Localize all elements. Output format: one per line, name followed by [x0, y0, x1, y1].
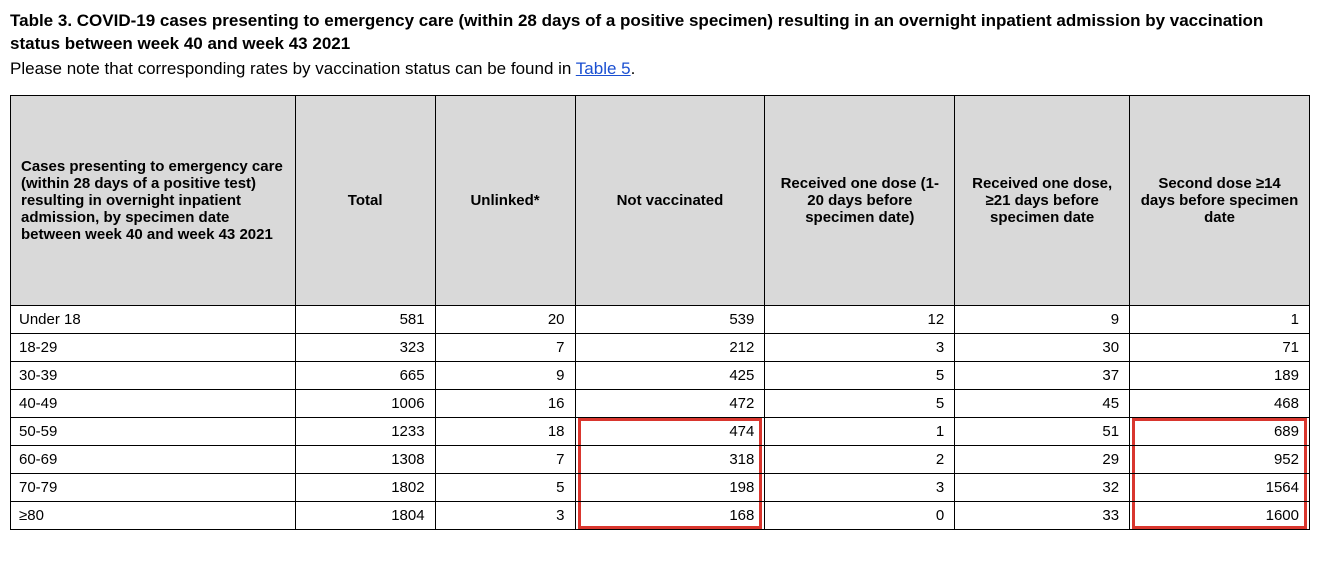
row-label: 30-39: [11, 361, 296, 389]
data-cell: 1804: [295, 501, 435, 529]
data-cell: 323: [295, 333, 435, 361]
highlight-box: [578, 446, 763, 473]
subnote-prefix: Please note that corresponding rates by …: [10, 59, 576, 78]
table-wrapper: Cases presenting to emergency care (with…: [10, 95, 1310, 530]
data-cell: 7: [435, 333, 575, 361]
data-cell: 3: [765, 473, 955, 501]
highlight-box: [1132, 418, 1307, 445]
table-row: 60-6913087318229952: [11, 445, 1310, 473]
col-header-one-dose-1-20: Received one dose (1-20 days before spec…: [765, 95, 955, 305]
table-row: 70-79180251983321564: [11, 473, 1310, 501]
table-subnote: Please note that corresponding rates by …: [10, 58, 1310, 81]
col-header-one-dose-21plus: Received one dose, ≥21 days before speci…: [955, 95, 1130, 305]
table-row: 30-396659425537189: [11, 361, 1310, 389]
data-cell: 29: [955, 445, 1130, 473]
row-label: Under 18: [11, 305, 296, 333]
data-cell: 16: [435, 389, 575, 417]
table-caption-block: Table 3. COVID-19 cases presenting to em…: [10, 10, 1310, 81]
data-cell: 51: [955, 417, 1130, 445]
highlight-box: [1132, 446, 1307, 473]
data-cell: 1: [765, 417, 955, 445]
row-label: 60-69: [11, 445, 296, 473]
col-header-unlinked: Unlinked*: [435, 95, 575, 305]
data-cell: 318: [575, 445, 765, 473]
data-cell: 1308: [295, 445, 435, 473]
data-cell: 71: [1130, 333, 1310, 361]
row-label: ≥80: [11, 501, 296, 529]
table5-link[interactable]: Table 5: [576, 59, 631, 78]
data-cell: 7: [435, 445, 575, 473]
table-row: 40-49100616472545468: [11, 389, 1310, 417]
data-cell: 1: [1130, 305, 1310, 333]
highlight-box: [578, 502, 763, 529]
table-row: Under 18581205391291: [11, 305, 1310, 333]
highlight-box: [1132, 474, 1307, 501]
data-cell: 689: [1130, 417, 1310, 445]
data-cell: 665: [295, 361, 435, 389]
data-cell: 1564: [1130, 473, 1310, 501]
data-cell: 1600: [1130, 501, 1310, 529]
data-cell: 3: [435, 501, 575, 529]
data-cell: 539: [575, 305, 765, 333]
highlight-box: [1132, 502, 1307, 529]
data-cell: 32: [955, 473, 1130, 501]
row-label: 50-59: [11, 417, 296, 445]
table-title: Table 3. COVID-19 cases presenting to em…: [10, 10, 1310, 56]
col-header-total: Total: [295, 95, 435, 305]
data-cell: 9: [435, 361, 575, 389]
data-cell: 1233: [295, 417, 435, 445]
row-label: 70-79: [11, 473, 296, 501]
data-cell: 3: [765, 333, 955, 361]
data-cell: 5: [435, 473, 575, 501]
subnote-suffix: .: [631, 59, 636, 78]
data-cell: 168: [575, 501, 765, 529]
col-header-second-dose-14plus: Second dose ≥14 days before specimen dat…: [1130, 95, 1310, 305]
data-cell: 198: [575, 473, 765, 501]
data-cell: 45: [955, 389, 1130, 417]
data-cell: 5: [765, 361, 955, 389]
data-cell: 0: [765, 501, 955, 529]
data-cell: 20: [435, 305, 575, 333]
data-cell: 189: [1130, 361, 1310, 389]
data-cell: 1006: [295, 389, 435, 417]
data-cell: 9: [955, 305, 1130, 333]
data-cell: 581: [295, 305, 435, 333]
data-cell: 37: [955, 361, 1130, 389]
highlight-box: [578, 418, 763, 445]
data-cell: 212: [575, 333, 765, 361]
data-cell: 12: [765, 305, 955, 333]
data-cell: 2: [765, 445, 955, 473]
data-cell: 30: [955, 333, 1130, 361]
table-row: ≥80180431680331600: [11, 501, 1310, 529]
data-cell: 474: [575, 417, 765, 445]
row-label: 18-29: [11, 333, 296, 361]
data-cell: 33: [955, 501, 1130, 529]
col-header-not-vaccinated: Not vaccinated: [575, 95, 765, 305]
highlight-box: [578, 474, 763, 501]
covid-admissions-table: Cases presenting to emergency care (with…: [10, 95, 1310, 530]
data-cell: 952: [1130, 445, 1310, 473]
col-header-rowlabel: Cases presenting to emergency care (with…: [11, 95, 296, 305]
data-cell: 472: [575, 389, 765, 417]
data-cell: 425: [575, 361, 765, 389]
data-cell: 1802: [295, 473, 435, 501]
data-cell: 468: [1130, 389, 1310, 417]
data-cell: 5: [765, 389, 955, 417]
row-label: 40-49: [11, 389, 296, 417]
table-row: 18-29323721233071: [11, 333, 1310, 361]
data-cell: 18: [435, 417, 575, 445]
table-row: 50-59123318474151689: [11, 417, 1310, 445]
